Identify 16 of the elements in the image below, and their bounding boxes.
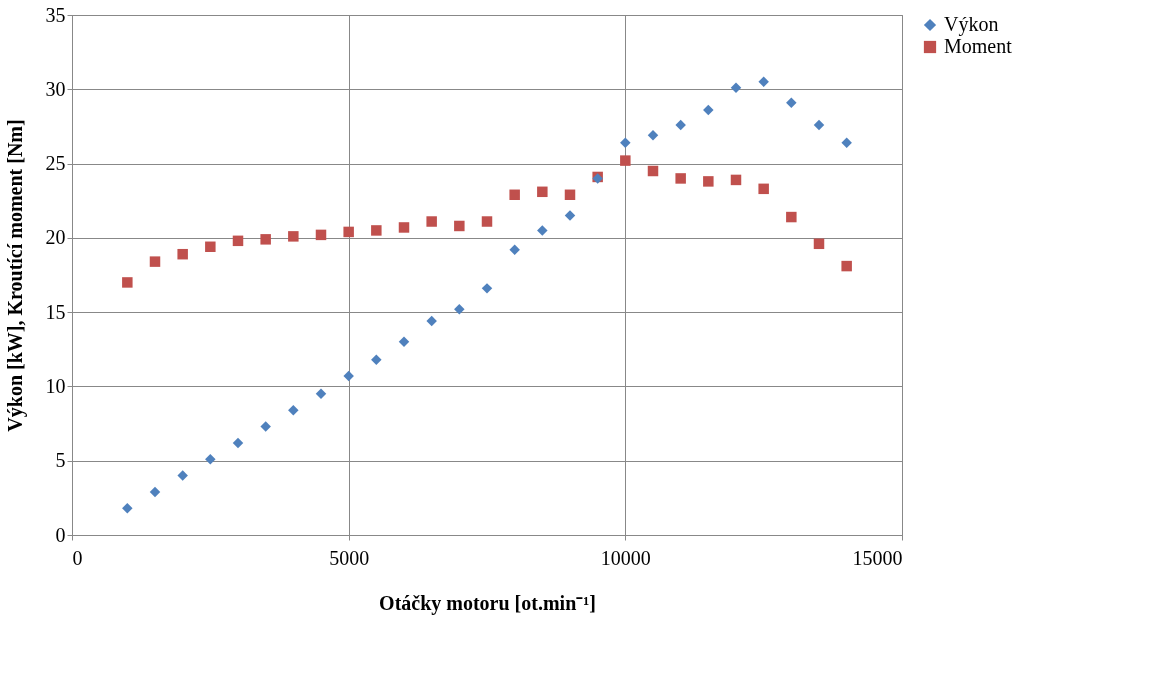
legend-label: Výkon	[944, 13, 999, 36]
y-tick-label: 35	[45, 3, 66, 26]
y-tick-label: 25	[45, 152, 66, 175]
y-tick-label: 5	[55, 449, 66, 472]
y-tick-label: 30	[45, 77, 66, 100]
x-tick-label: 5000	[329, 546, 370, 569]
y-axis-title: Výkon [kW], Kroutící moment [Nm]	[3, 119, 27, 432]
legend-label: Moment	[944, 35, 1013, 57]
x-tick-label: 15000	[852, 546, 903, 569]
x-tick-label: 0	[72, 546, 83, 569]
x-axis-title: Otáčky motoru [ot.min⁻¹]	[379, 591, 596, 615]
y-tick-label: 20	[45, 226, 66, 249]
y-tick-label: 10	[45, 374, 66, 397]
x-tick-label: 10000	[600, 546, 651, 569]
y-tick-label: 0	[55, 523, 66, 546]
y-tick-label: 15	[45, 300, 66, 323]
